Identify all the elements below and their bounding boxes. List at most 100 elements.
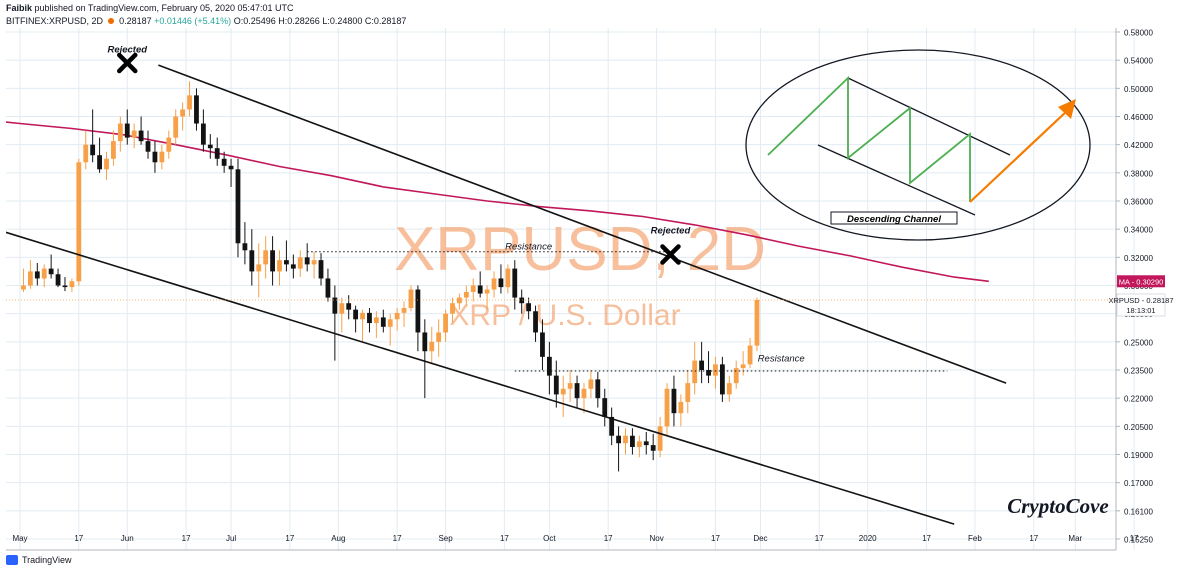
candle[interactable]	[491, 271, 497, 298]
time-axis[interactable]: May 17 Jun 17 Jul 17 Aug 17 Sep 17 Oct 17 Nov 17 Dec 17…	[12, 534, 1139, 543]
candle[interactable]	[346, 295, 352, 320]
candle[interactable]	[498, 264, 504, 294]
candle[interactable]	[706, 351, 711, 384]
candle[interactable]	[616, 426, 621, 472]
candle[interactable]	[173, 109, 179, 145]
candle[interactable]	[152, 141, 158, 173]
candle[interactable]	[650, 433, 656, 461]
candle[interactable]	[138, 116, 144, 145]
candle[interactable]	[373, 311, 379, 339]
candle[interactable]	[242, 222, 248, 265]
candle[interactable]	[526, 297, 532, 320]
candle[interactable]	[699, 341, 705, 384]
candle[interactable]	[546, 341, 552, 395]
candle[interactable]	[671, 375, 677, 427]
footer-brand[interactable]: TradingView	[22, 555, 72, 565]
candle[interactable]	[512, 260, 518, 310]
candle[interactable]	[657, 416, 663, 458]
candle[interactable]	[235, 158, 241, 258]
candle[interactable]	[187, 81, 192, 117]
candle[interactable]	[643, 431, 649, 455]
candle[interactable]	[297, 250, 303, 278]
candle[interactable]	[353, 305, 359, 333]
candle[interactable]	[443, 309, 448, 342]
candle[interactable]	[519, 289, 525, 314]
candle[interactable]	[463, 285, 469, 306]
candle[interactable]	[678, 394, 684, 427]
candle[interactable]	[588, 370, 594, 399]
candle[interactable]	[270, 236, 275, 286]
candle[interactable]	[367, 308, 372, 333]
candle[interactable]	[450, 297, 455, 324]
candle[interactable]	[484, 285, 490, 310]
candle[interactable]	[422, 319, 428, 399]
candle[interactable]	[180, 102, 186, 131]
candle[interactable]	[692, 341, 698, 395]
candle[interactable]	[540, 319, 545, 370]
candle[interactable]	[55, 268, 61, 288]
candle[interactable]	[124, 109, 130, 145]
candle[interactable]	[27, 260, 33, 289]
candle[interactable]	[290, 254, 296, 279]
candle[interactable]	[457, 293, 462, 310]
candle[interactable]	[685, 370, 691, 414]
candle[interactable]	[553, 360, 559, 408]
candle[interactable]	[719, 356, 725, 402]
candle[interactable]	[636, 435, 642, 458]
candle[interactable]	[360, 309, 365, 342]
candle[interactable]	[117, 116, 123, 152]
candle[interactable]	[34, 262, 40, 286]
candle[interactable]	[747, 338, 753, 369]
candle[interactable]	[228, 158, 234, 187]
candle[interactable]	[533, 305, 538, 342]
candle[interactable]	[256, 243, 262, 298]
candle[interactable]	[214, 137, 220, 166]
candle[interactable]	[505, 264, 511, 294]
candle[interactable]	[339, 297, 345, 333]
candle[interactable]	[394, 308, 400, 331]
candle[interactable]	[21, 268, 26, 292]
channel-upper-line[interactable]	[158, 64, 1007, 384]
candle[interactable]	[304, 243, 310, 272]
candle[interactable]	[574, 375, 580, 408]
candle[interactable]	[429, 326, 435, 365]
candle[interactable]	[477, 271, 483, 298]
candle[interactable]	[111, 130, 116, 166]
candle[interactable]	[560, 375, 566, 417]
candle[interactable]	[311, 251, 317, 279]
candle[interactable]	[97, 137, 102, 173]
candle[interactable]	[41, 264, 47, 288]
candle[interactable]	[249, 229, 255, 286]
candle[interactable]	[284, 240, 289, 272]
candle[interactable]	[62, 277, 68, 292]
candle[interactable]	[733, 360, 739, 389]
candle[interactable]	[166, 130, 172, 159]
candle[interactable]	[131, 123, 137, 149]
candle[interactable]	[277, 250, 282, 286]
candle[interactable]	[415, 285, 421, 352]
candle[interactable]	[76, 158, 82, 286]
publisher-name[interactable]: Faibik	[6, 3, 33, 13]
candle[interactable]	[263, 236, 269, 279]
symbol-label[interactable]: BITFINEX:XRPUSD, 2D	[6, 16, 104, 26]
candle[interactable]	[740, 351, 746, 376]
candle[interactable]	[602, 388, 608, 427]
candle[interactable]	[207, 134, 213, 159]
candle[interactable]	[754, 297, 760, 352]
candle[interactable]	[200, 109, 206, 152]
candle[interactable]	[48, 254, 54, 279]
candle[interactable]	[470, 278, 476, 302]
candle[interactable]	[159, 144, 165, 170]
candle[interactable]	[325, 268, 331, 302]
candle[interactable]	[664, 383, 670, 436]
candle[interactable]	[380, 309, 386, 333]
candle[interactable]	[567, 370, 573, 402]
candle[interactable]	[595, 371, 601, 408]
candle[interactable]	[623, 428, 628, 455]
candle[interactable]	[713, 356, 718, 389]
plot-area[interactable]	[6, 28, 1116, 550]
candle[interactable]	[194, 88, 199, 131]
candle[interactable]	[726, 375, 732, 402]
channel-lower-line[interactable]	[0, 221, 955, 525]
